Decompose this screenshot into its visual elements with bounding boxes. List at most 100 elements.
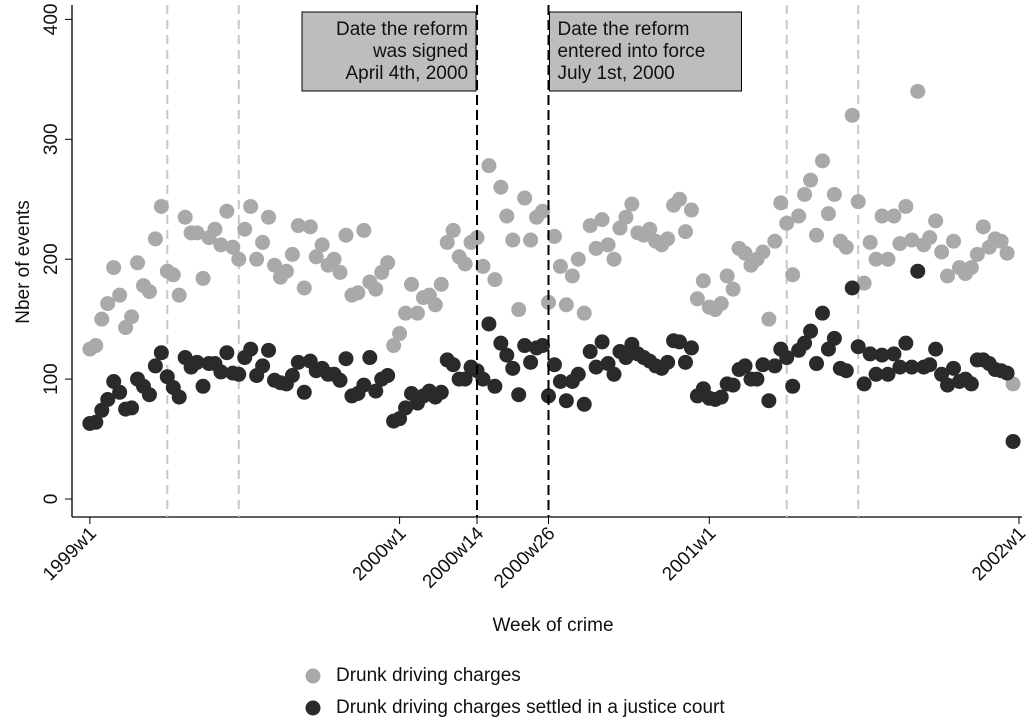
point: [445, 357, 461, 373]
point: [207, 221, 223, 237]
point: [767, 358, 783, 374]
point: [940, 268, 956, 284]
point: [517, 190, 533, 206]
point: [130, 255, 146, 271]
point: [493, 179, 509, 195]
point: [910, 83, 926, 99]
y-tick-label: 300: [41, 123, 62, 155]
point: [975, 219, 991, 235]
point: [993, 233, 1009, 249]
point: [570, 366, 586, 382]
legend-label: Drunk driving charges settled in a justi…: [336, 697, 725, 718]
point: [642, 221, 658, 237]
point: [225, 239, 241, 255]
point: [898, 335, 914, 351]
point: [922, 357, 938, 373]
point: [600, 237, 616, 253]
point: [403, 276, 419, 292]
point: [672, 191, 688, 207]
point: [380, 255, 396, 271]
point: [332, 372, 348, 388]
point: [820, 206, 836, 222]
point: [809, 356, 825, 372]
point: [219, 345, 235, 361]
point: [725, 281, 741, 297]
point: [749, 371, 765, 387]
point: [946, 360, 962, 376]
legend-marker: [305, 668, 321, 684]
annotation-text: was signed: [372, 41, 468, 62]
point: [803, 172, 819, 188]
point: [368, 281, 384, 297]
point: [338, 351, 354, 367]
point: [362, 350, 378, 366]
point: [290, 354, 306, 370]
point: [261, 209, 277, 225]
point: [380, 368, 396, 384]
point: [147, 358, 163, 374]
point: [350, 285, 366, 301]
point: [856, 275, 872, 291]
point: [147, 231, 163, 247]
point: [773, 195, 789, 211]
point: [618, 209, 634, 225]
point: [457, 256, 473, 272]
point: [999, 245, 1015, 261]
point: [523, 232, 539, 248]
point: [88, 414, 104, 430]
point: [564, 268, 580, 284]
point: [356, 377, 372, 393]
point: [761, 393, 777, 409]
point: [826, 330, 842, 346]
point: [969, 246, 985, 262]
point: [499, 208, 515, 224]
point: [904, 232, 920, 248]
point: [814, 305, 830, 321]
point: [540, 294, 556, 310]
point: [546, 228, 562, 244]
point: [803, 323, 819, 339]
point: [880, 251, 896, 267]
point: [243, 341, 259, 357]
point: [314, 237, 330, 253]
point: [523, 354, 539, 370]
point: [582, 218, 598, 234]
point: [487, 378, 503, 394]
point: [761, 311, 777, 327]
point: [618, 350, 634, 366]
point: [886, 346, 902, 362]
point: [677, 354, 693, 370]
point: [797, 186, 813, 202]
point: [713, 389, 729, 405]
point: [106, 260, 122, 276]
point: [487, 272, 503, 288]
point: [737, 245, 753, 261]
point: [386, 338, 402, 354]
point: [892, 359, 908, 375]
point: [1005, 433, 1021, 449]
point: [493, 335, 509, 351]
point: [713, 296, 729, 312]
point: [195, 270, 211, 286]
point: [826, 186, 842, 202]
point: [868, 366, 884, 382]
point: [302, 219, 318, 235]
point: [862, 234, 878, 250]
point: [445, 222, 461, 238]
point: [940, 377, 956, 393]
point: [767, 233, 783, 249]
point: [511, 302, 527, 318]
point: [809, 227, 825, 243]
point: [219, 203, 235, 219]
point: [177, 209, 193, 225]
point: [505, 360, 521, 376]
point: [594, 334, 610, 350]
point: [558, 297, 574, 313]
point: [576, 396, 592, 412]
point: [874, 347, 890, 363]
point: [475, 371, 491, 387]
point: [100, 391, 116, 407]
point: [838, 363, 854, 379]
point: [576, 305, 592, 321]
